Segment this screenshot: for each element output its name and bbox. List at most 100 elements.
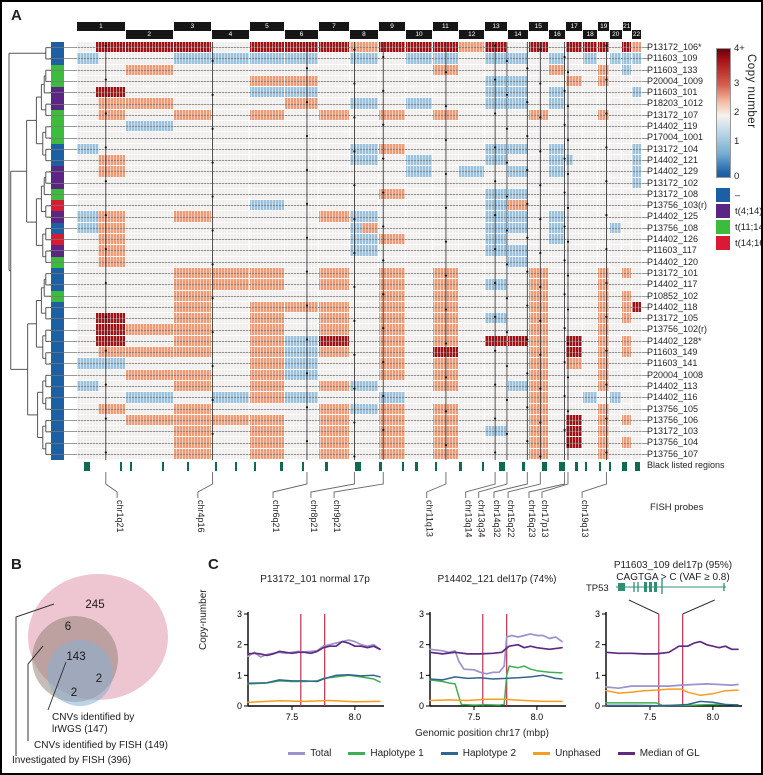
heatmap-cell	[212, 222, 249, 234]
x-tick-label: 8.0	[531, 712, 544, 722]
heatmap-cell	[173, 154, 212, 166]
heatmap-cell	[249, 211, 285, 222]
heatmap-cell	[406, 188, 432, 200]
translocation-annotation-cell	[51, 347, 64, 359]
probe-callout-line	[426, 472, 447, 498]
heatmap-cell	[318, 335, 350, 347]
heatmap-cell	[406, 132, 432, 143]
heatmap-cell	[548, 324, 566, 335]
heatmap-cell	[77, 53, 125, 64]
blacklisted-region-tick	[499, 462, 506, 471]
translocation-annotation-cell	[51, 279, 64, 291]
blacklisted-region-tick	[458, 462, 462, 471]
heatmap-cell	[125, 121, 173, 132]
heatmap-cell	[507, 211, 528, 222]
heatmap-cell	[77, 121, 125, 132]
heatmap-row	[49, 109, 648, 121]
heatmap-cell	[125, 335, 173, 347]
heatmap-cell	[406, 290, 432, 301]
heatmap-cell	[350, 414, 378, 426]
heatmap-cell	[528, 98, 548, 109]
chromosome-header-box: 10	[406, 30, 432, 39]
y-tick-label: 2	[419, 640, 424, 650]
blacklisted-region-tick	[541, 462, 547, 471]
heatmap-cell	[285, 154, 318, 166]
translocation-legend-swatch	[716, 220, 730, 234]
heatmap-cell	[459, 313, 485, 324]
heatmap-cell	[566, 414, 582, 426]
heatmap-cell	[459, 380, 485, 392]
probe-callout-line	[528, 472, 566, 498]
heatmap-cell	[566, 177, 582, 188]
heatmap-cell	[485, 267, 507, 279]
heatmap-cell	[631, 358, 641, 369]
c-legend-swatch	[617, 752, 635, 755]
heatmap-cell	[582, 380, 598, 392]
heatmap-cell	[631, 154, 641, 166]
heatmap-cell	[249, 347, 285, 358]
heatmap-cell	[125, 324, 173, 335]
chromosome-header-box: 9	[378, 22, 406, 31]
heatmap-cell	[566, 75, 582, 87]
c-series-legend: Total Haplotype 1 Haplotype 2 Unphased Media…	[230, 748, 758, 759]
heatmap-cell	[609, 222, 622, 234]
heatmap-cell	[432, 166, 459, 177]
heatmap-cell	[318, 279, 350, 290]
heatmap-cell	[318, 324, 350, 335]
probe-callout-label: chr13q34	[477, 500, 487, 538]
heatmap-cell	[622, 448, 631, 459]
translocation-annotation-cell	[51, 234, 64, 246]
heatmap-cell	[77, 42, 125, 53]
colorbar-tick-label: 0	[734, 171, 740, 182]
heatmap-cell	[406, 392, 432, 403]
probe-callout-label: chr14q32	[492, 500, 502, 538]
heatmap-cell	[631, 369, 641, 380]
heatmap-cell	[173, 177, 212, 188]
gene-leader-line	[628, 599, 660, 615]
heatmap-cell	[485, 42, 507, 53]
heatmap-cell	[350, 347, 378, 358]
heatmap-cell	[566, 324, 582, 335]
heatmap-cell	[350, 53, 378, 64]
heatmap-cell	[566, 222, 582, 234]
heatmap-cell	[507, 53, 528, 64]
probe-callout-label: chr9p21	[332, 500, 342, 533]
heatmap-cell	[507, 313, 528, 324]
c-legend-swatch	[288, 752, 306, 755]
heatmap-row	[49, 358, 648, 369]
heatmap-cell	[378, 234, 406, 245]
heatmap-cell	[173, 222, 212, 234]
heatmap-cell	[378, 53, 406, 64]
c-legend-label: Haplotype 1	[370, 748, 424, 759]
heatmap-cell	[609, 358, 622, 369]
x-tick-label: 8.0	[349, 712, 362, 722]
translocation-annotation-cell	[51, 98, 64, 110]
heatmap-cell	[528, 200, 548, 211]
heatmap-cell	[125, 448, 173, 459]
heatmap-cell	[285, 380, 318, 392]
translocation-legend-item: t(14;16)	[716, 235, 761, 251]
heatmap-cell	[507, 437, 528, 448]
heatmap-cell	[609, 335, 622, 347]
heatmap-cell	[598, 324, 609, 335]
heatmap-cell	[249, 324, 285, 335]
heatmap-cell	[432, 324, 459, 335]
c-legend-swatch	[533, 752, 551, 755]
heatmap-cell	[548, 177, 566, 188]
heatmap-cell	[173, 347, 212, 358]
chromosome-header-box: 15	[528, 22, 548, 31]
line-plot-del17p-95: 0 1 2 3 7.5 8.0	[595, 599, 742, 722]
panel-b-label: B	[11, 556, 22, 573]
chromosome-header-box: 4	[212, 30, 249, 39]
heatmap-cell	[173, 267, 212, 279]
venn-set-label: CNVs identified by FISH (149)	[34, 740, 168, 751]
heatmap-cell	[406, 64, 432, 75]
heatmap-cell	[350, 211, 378, 222]
heatmap-cell	[125, 437, 173, 448]
y-tick-label: 0	[419, 701, 424, 711]
heatmap-cell	[598, 87, 609, 98]
heatmap-cell	[77, 267, 125, 279]
heatmap-cell	[548, 154, 566, 166]
heatmap-cell	[350, 256, 378, 267]
